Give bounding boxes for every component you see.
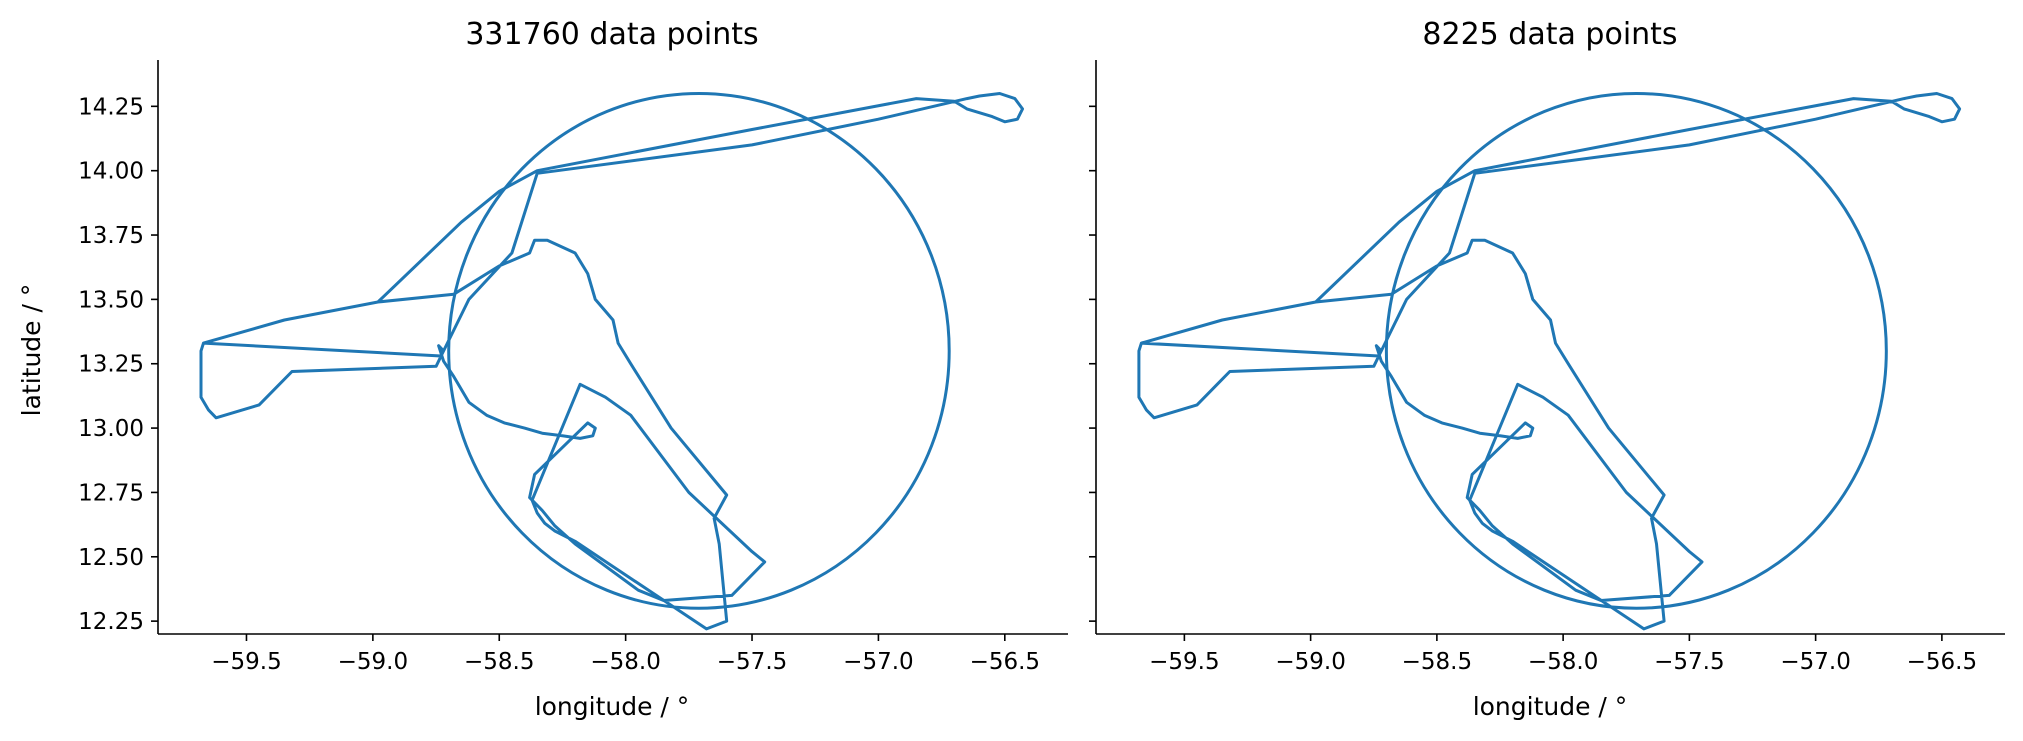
y-tick-label: 12.50: [78, 545, 144, 571]
y-axis-label-left: latitude / °: [17, 284, 46, 417]
y-tick-label: 12.25: [78, 609, 144, 635]
x-tick-label: −57.5: [717, 649, 787, 675]
x-tick-label: −57.0: [1780, 649, 1850, 675]
x-tick-label: −59.0: [338, 649, 408, 675]
x-tick-label: −56.5: [1907, 649, 1977, 675]
circle-track-line: [1384, 91, 1888, 610]
chart-title-right: 8225 data points: [1422, 17, 1677, 52]
flight-track-line: [199, 92, 1024, 631]
x-axis-label-left: longitude / °: [535, 692, 690, 721]
x-tick-label: −58.5: [1402, 649, 1472, 675]
chart-title-left: 331760 data points: [465, 17, 758, 52]
x-tick-label: −57.0: [843, 649, 913, 675]
x-tick-label: −57.5: [1654, 649, 1724, 675]
y-tick-label: 14.25: [78, 94, 144, 120]
circle-track-line: [447, 91, 951, 610]
y-tick-label: 13.50: [78, 287, 144, 313]
y-tick-label: 13.75: [78, 223, 144, 249]
chart-panel-left: 331760 data points longitude / ° latitud…: [17, 17, 1068, 721]
y-tick-label: 14.00: [78, 159, 144, 185]
y-tick-label: 13.00: [78, 416, 144, 442]
x-tick-label: −58.5: [464, 649, 534, 675]
x-axis-label-right: longitude / °: [1473, 692, 1628, 721]
x-tick-label: −58.0: [1528, 649, 1598, 675]
y-tick-label: 12.75: [78, 480, 144, 506]
flight-track-line: [1137, 92, 1962, 631]
y-tick-label: 13.25: [78, 352, 144, 378]
x-tick-label: −59.0: [1275, 649, 1345, 675]
x-tick-label: −59.5: [211, 649, 281, 675]
x-tick-label: −58.0: [590, 649, 660, 675]
x-tick-label: −56.5: [970, 649, 1040, 675]
chart-panel-right: 8225 data points longitude / ° −59.5 −59.…: [1089, 17, 2005, 721]
x-tick-label: −59.5: [1149, 649, 1219, 675]
